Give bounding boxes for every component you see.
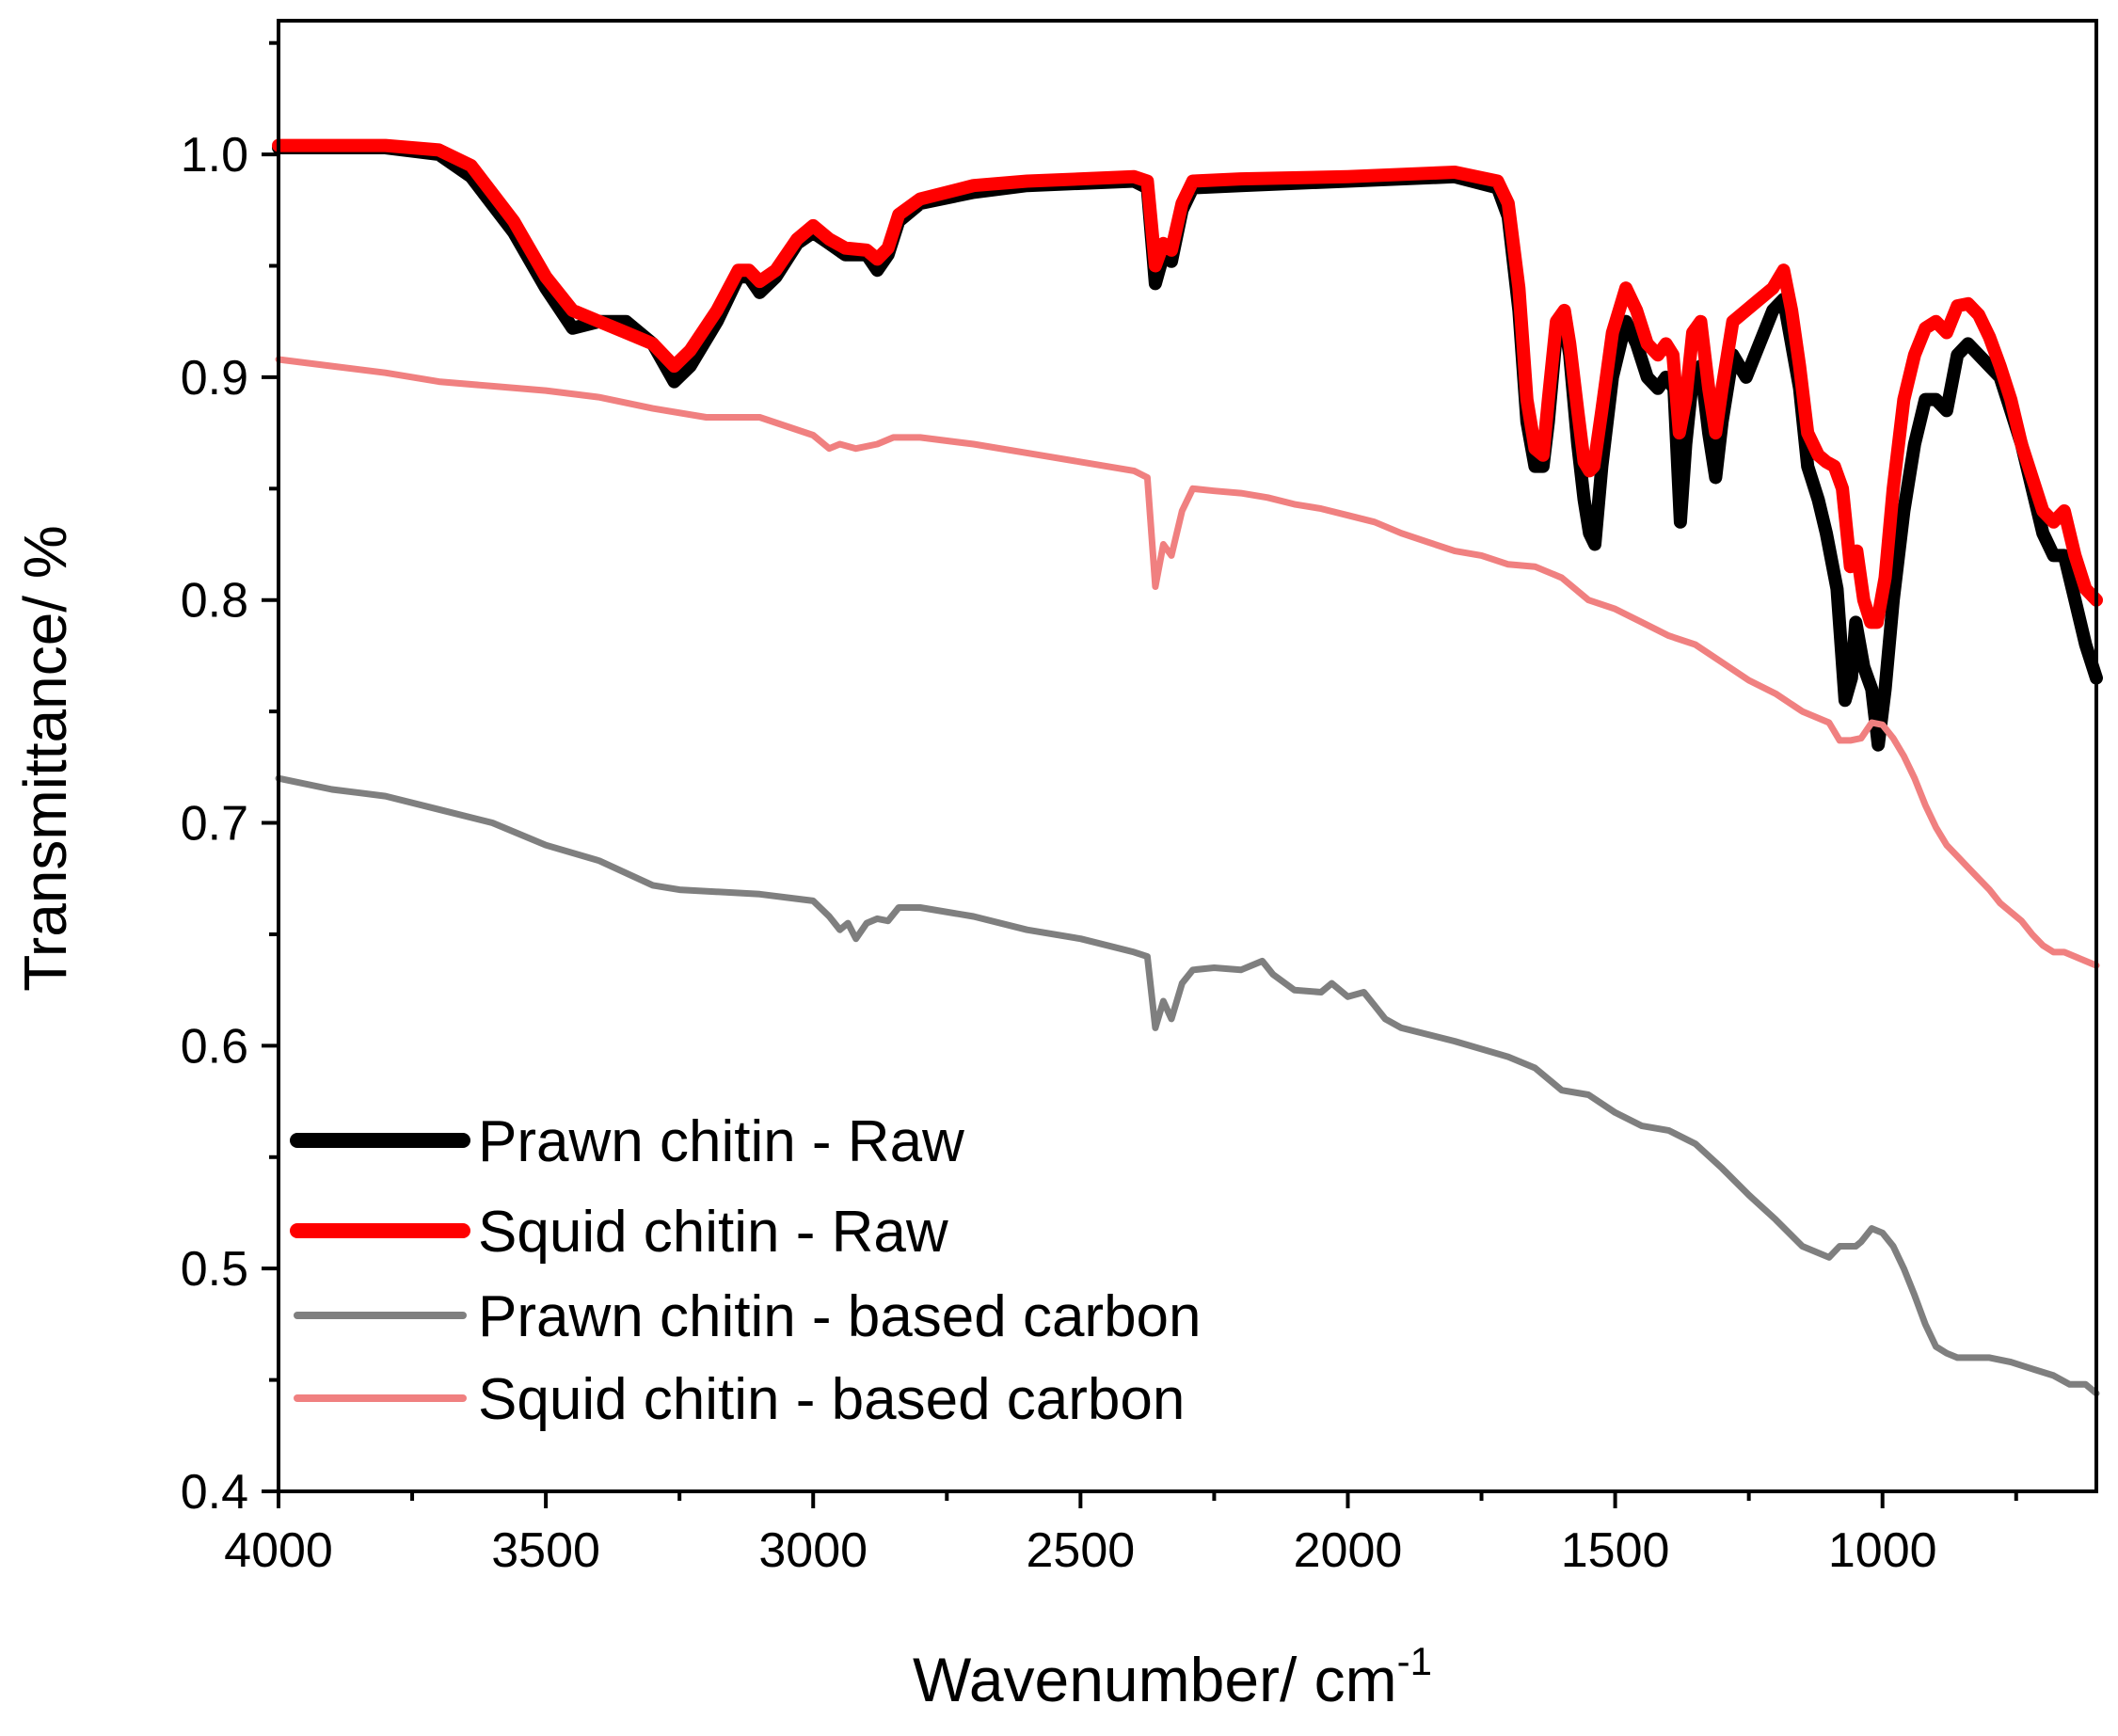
- y-tick-label: 0.5: [181, 1242, 248, 1297]
- y-tick-label: 0.4: [181, 1465, 248, 1520]
- legend-label-1: Prawn chitin - Raw: [478, 1109, 964, 1174]
- x-tick-label: 1500: [1561, 1523, 1670, 1578]
- y-tick-label: 0.7: [181, 797, 248, 852]
- y-tick-label: 0.9: [181, 351, 248, 406]
- x-axis-label-text: Wavenumber/ cm: [913, 1645, 1397, 1714]
- series-layer: [272, 138, 2103, 1397]
- x-tick-label: 2000: [1294, 1523, 1403, 1578]
- x-tick-label: 3000: [758, 1523, 868, 1578]
- x-tick-label: 2500: [1027, 1523, 1136, 1578]
- x-axis-label-superscript: -1: [1397, 1639, 1432, 1683]
- x-axis-label: Wavenumber/ cm-1: [913, 1639, 1432, 1714]
- y-axis-label: Transmittance/ %: [11, 525, 79, 992]
- plot-frame: [277, 19, 2098, 1493]
- y-tick-label: 0.6: [181, 1019, 248, 1074]
- x-tick-label: 3500: [491, 1523, 600, 1578]
- legend-label-2: Squid chitin - Raw: [478, 1200, 948, 1265]
- legend-label-4: Squid chitin - based carbon: [478, 1367, 1185, 1432]
- legend: Prawn chitin - Raw Squid chitin - Raw Praw…: [290, 1109, 1202, 1432]
- y-tick-label: 0.8: [181, 574, 248, 629]
- axes-layer: 4000 3500 3000 2500 2000 1500 1000 0.4 0.5 0.6 0.7…: [181, 40, 2018, 1578]
- x-tick-label: 4000: [224, 1523, 333, 1578]
- legend-label-3: Prawn chitin - based carbon: [478, 1284, 1202, 1349]
- series-line-2: [272, 138, 2103, 629]
- y-tick-label: 1.0: [181, 128, 248, 183]
- series-line-4: [275, 356, 2100, 969]
- x-tick-label: 1000: [1828, 1523, 1937, 1578]
- series-line-3: [275, 774, 2100, 1397]
